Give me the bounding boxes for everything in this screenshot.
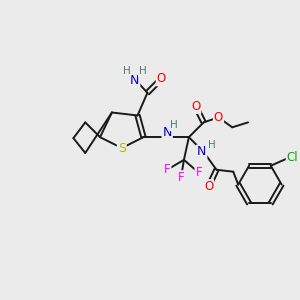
Text: S: S xyxy=(118,142,126,154)
Text: N: N xyxy=(163,126,172,139)
Text: H: H xyxy=(208,140,215,150)
Text: O: O xyxy=(204,180,213,193)
Text: O: O xyxy=(214,111,223,124)
Text: H: H xyxy=(139,66,146,76)
Text: F: F xyxy=(178,171,184,184)
Text: O: O xyxy=(157,73,166,85)
Text: H: H xyxy=(170,120,178,130)
Text: N: N xyxy=(197,146,206,158)
Text: F: F xyxy=(164,163,170,176)
Text: F: F xyxy=(195,166,202,179)
Text: O: O xyxy=(191,100,200,113)
Text: N: N xyxy=(130,74,139,87)
Text: Cl: Cl xyxy=(287,151,298,164)
Text: H: H xyxy=(123,66,130,76)
